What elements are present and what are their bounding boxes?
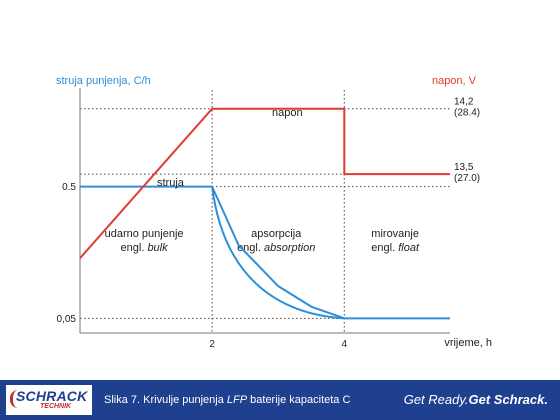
right-tick-sublabel: (27.0) xyxy=(454,173,480,184)
right-axis-label: napon, V xyxy=(432,75,477,87)
right-tick-sublabel: (28.4) xyxy=(454,108,480,119)
phase-engl-term: bulk xyxy=(147,242,168,254)
left-tick-label: 0,05 xyxy=(57,314,77,325)
x-tick-label-4: 4 xyxy=(342,339,348,350)
left-axis-label: struja punjenja, C/h xyxy=(56,75,151,87)
logo-main-text: SCHRACK xyxy=(16,388,88,404)
phase-engl-label-2: engl. float xyxy=(371,242,420,254)
phase-engl-prefix: engl. xyxy=(121,242,148,254)
phase-label-0: udarno punjenje xyxy=(105,228,184,240)
charging-curve-chart: struja punjenja, C/h napon, V vrijeme, h… xyxy=(56,75,492,350)
left-tick-label: 0.5 xyxy=(62,182,76,193)
logo-sub-text: TECHNIK xyxy=(40,403,72,410)
phase-label-2: mirovanje xyxy=(371,228,419,240)
phase-engl-label-1: engl. absorption xyxy=(237,242,315,254)
phase-label-1: apsorpcija xyxy=(251,228,302,240)
phase-engl-term: absorption xyxy=(264,242,315,254)
slogan-regular: Get Ready. xyxy=(403,392,469,407)
right-tick-label: 13,5 xyxy=(454,162,474,173)
caption-suffix: baterije kapaciteta C xyxy=(247,394,351,406)
right-tick-label: 14,2 xyxy=(454,97,474,108)
schrack-logo: SCHRACK TECHNIK xyxy=(6,385,92,415)
footer-bar: SCHRACK TECHNIK Slika 7. Krivulje punjen… xyxy=(0,380,560,420)
caption-italic: LFP xyxy=(226,394,248,406)
slogan-bold: Get Schrack. xyxy=(468,392,549,407)
x-axis-label: vrijeme, h xyxy=(444,337,492,349)
phase-engl-label-0: engl. bulk xyxy=(121,242,169,254)
series-label-napon: napon xyxy=(272,107,303,119)
series-curve-struja xyxy=(211,186,345,320)
phase-engl-term: float xyxy=(398,242,420,254)
logo-swoosh-icon xyxy=(10,390,23,408)
slogan: Get Ready.Get Schrack. xyxy=(404,392,548,407)
figure-caption: Slika 7. Krivulje punjenja LFP baterije … xyxy=(104,394,350,406)
phase-engl-prefix: engl. xyxy=(371,242,398,254)
x-tick-label-2: 2 xyxy=(209,339,215,350)
caption-prefix: Slika 7. Krivulje punjenja xyxy=(104,394,227,406)
series-label-struja: struja xyxy=(157,177,185,189)
